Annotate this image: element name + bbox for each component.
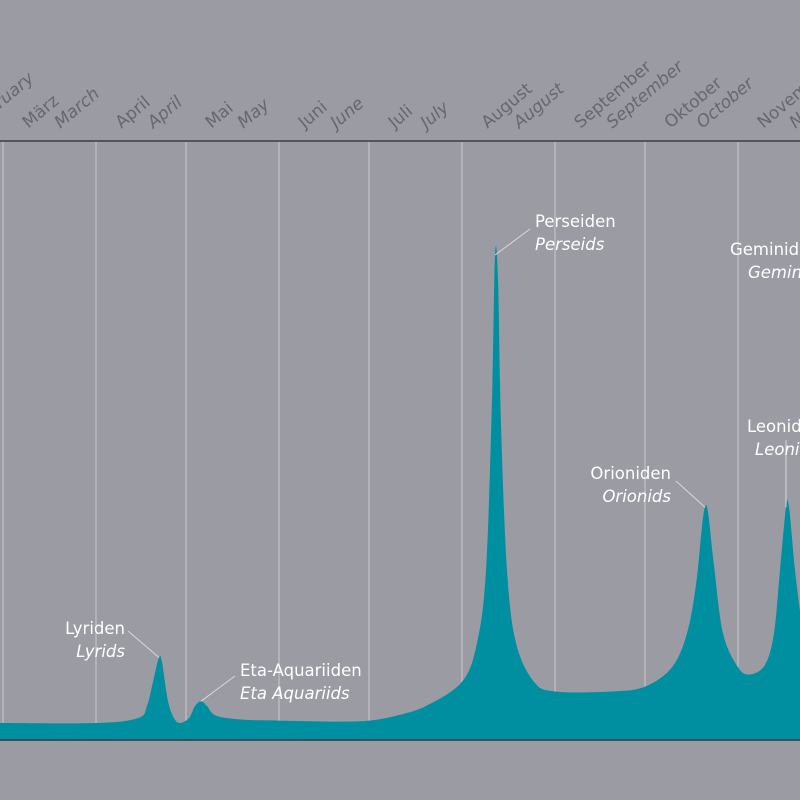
- annotation-label-en: Leonids: [755, 440, 800, 459]
- annotation-leaders: [127, 228, 787, 702]
- annotation-geminids: Geminiden Geminids: [730, 238, 800, 284]
- annotation-label-de: Orioniden: [590, 464, 671, 483]
- annotation-label-en: Geminids: [748, 263, 800, 282]
- activity-area: [0, 246, 800, 740]
- annotation-leonids: Leoniden Leonids: [747, 415, 800, 461]
- annotation-label-en: Eta Aquariids: [240, 684, 350, 703]
- leader-line: [675, 480, 706, 508]
- annotation-label-de: Geminiden: [730, 240, 800, 259]
- leader-line: [494, 228, 531, 256]
- annotation-label-de: Perseiden: [535, 212, 616, 231]
- annotation-label-de: Eta-Aquariiden: [240, 661, 362, 680]
- annotation-lyrids: Lyriden Lyrids: [65, 617, 125, 663]
- leader-line: [200, 675, 236, 702]
- month-gridlines: [2, 142, 739, 740]
- leader-line: [127, 630, 160, 658]
- annotation-label-en: Orionids: [602, 487, 671, 506]
- annotation-perseids: Perseiden Perseids: [535, 210, 616, 256]
- annotation-orionids: Orioniden Orionids: [590, 462, 671, 508]
- annotation-label-en: Perseids: [535, 235, 605, 254]
- annotation-label-de: Leoniden: [747, 417, 800, 436]
- annotation-label-en: Lyrids: [76, 642, 125, 661]
- annotation-label-de: Lyriden: [65, 619, 125, 638]
- annotation-eta-aquariids: Eta-Aquariiden Eta Aquariids: [240, 659, 362, 705]
